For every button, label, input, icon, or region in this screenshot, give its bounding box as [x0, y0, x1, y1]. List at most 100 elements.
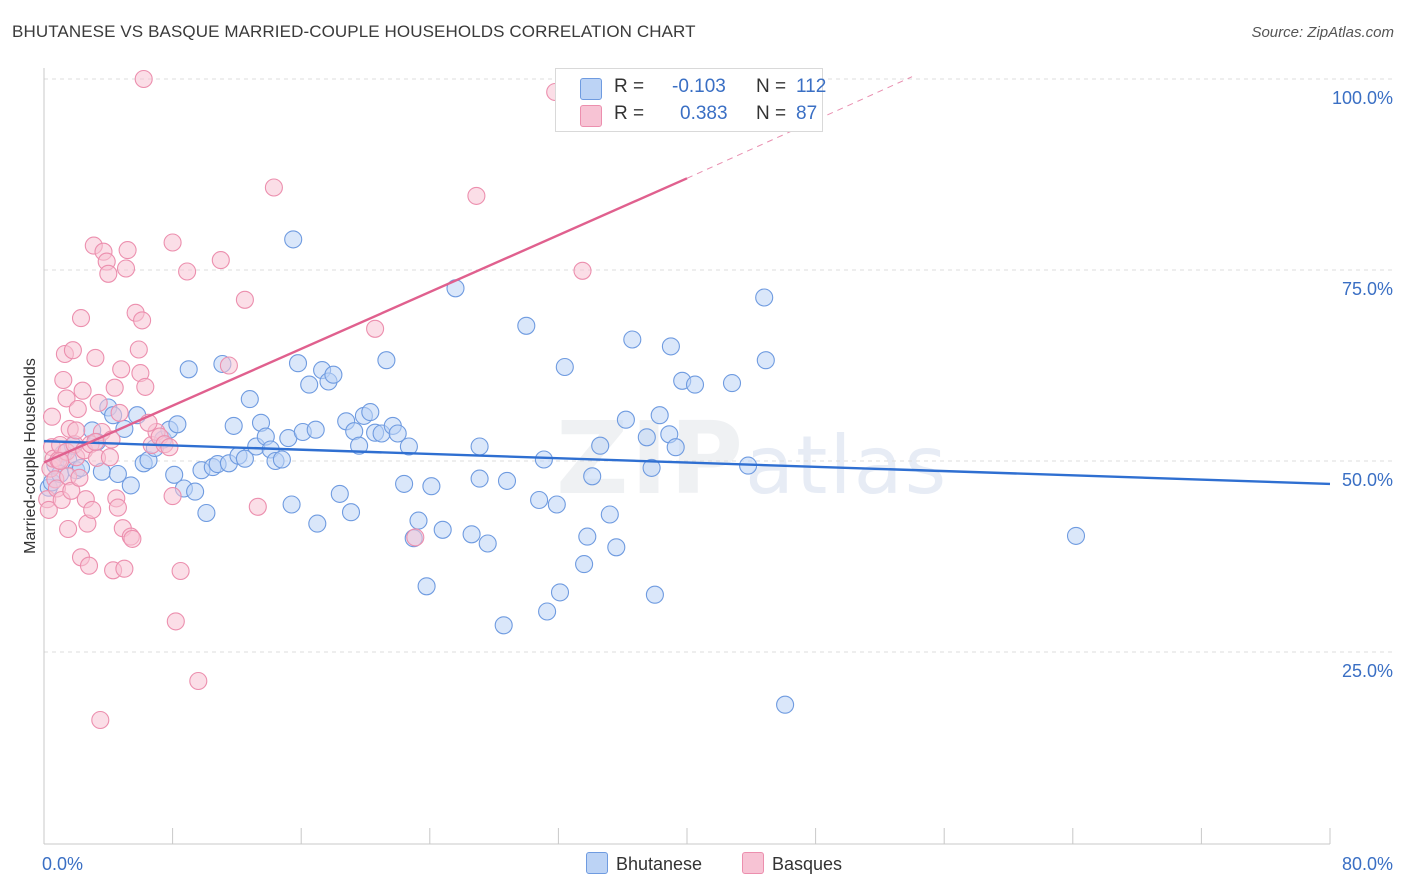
data-point	[108, 464, 127, 484]
data-point	[409, 511, 428, 530]
data-point	[399, 437, 418, 456]
data-point	[616, 410, 635, 429]
legend-r-value: 0.383	[680, 103, 728, 124]
data-point	[1066, 526, 1086, 545]
data-point	[406, 528, 425, 547]
legend-r-value: -0.103	[672, 76, 726, 97]
data-point	[306, 420, 325, 439]
bottom-legend-swatch-pink	[742, 852, 764, 874]
data-point	[134, 69, 153, 89]
data-point	[722, 374, 742, 393]
y-tick-labels: 25.0% 50.0% 75.0% 100.0%	[1332, 88, 1393, 681]
data-point	[417, 577, 436, 596]
legend-n-value: 87	[796, 103, 818, 124]
bhutanese-trend-line	[43, 439, 1331, 486]
data-point	[607, 538, 626, 557]
data-point	[361, 403, 380, 422]
data-point	[497, 471, 517, 490]
data-point	[341, 503, 361, 522]
data-point	[121, 476, 140, 495]
data-point	[666, 438, 685, 457]
data-point	[661, 337, 680, 356]
data-point	[470, 469, 489, 488]
data-point	[600, 505, 619, 524]
data-point	[248, 497, 267, 516]
legend-r-label: R =	[614, 103, 645, 124]
bottom-legend-label: Basques	[772, 854, 843, 874]
data-point	[324, 365, 343, 384]
data-point	[288, 354, 308, 373]
data-point	[171, 561, 190, 581]
legend: R = -0.103 N = 112 R = 0.383 N = 87	[555, 68, 826, 132]
legend-swatch-blue	[580, 78, 602, 100]
bottom-legend-swatch-blue	[586, 852, 608, 874]
data-point	[168, 415, 187, 434]
data-point	[105, 378, 124, 397]
data-point	[178, 262, 197, 281]
data-point	[650, 406, 669, 425]
data-point	[573, 261, 592, 280]
legend-swatch-pink	[580, 105, 602, 127]
bottom-legend-basques: Basques	[742, 852, 842, 875]
bhutanese-points	[39, 230, 1086, 714]
data-point	[550, 583, 570, 602]
data-point	[478, 534, 497, 553]
chart-title: BHUTANESE VS BASQUE MARRIED-COUPLE HOUSE…	[12, 22, 696, 41]
data-point	[83, 500, 102, 519]
grid-lines	[44, 78, 1393, 653]
legend-n-label: N =	[756, 103, 787, 124]
data-point	[112, 360, 131, 379]
data-point	[377, 351, 396, 370]
data-point	[467, 186, 486, 205]
x-ticks	[43, 828, 1331, 844]
data-point	[86, 348, 105, 367]
data-point	[755, 288, 774, 307]
data-point	[366, 319, 385, 338]
data-point	[282, 495, 301, 514]
data-point	[578, 527, 597, 546]
data-point	[118, 241, 137, 260]
data-point	[59, 519, 78, 539]
legend-n-label: N =	[756, 76, 787, 97]
data-point	[264, 178, 283, 197]
data-point	[547, 495, 566, 514]
data-point	[583, 467, 602, 486]
data-point	[166, 612, 185, 631]
data-point	[433, 520, 452, 539]
data-point	[645, 585, 664, 604]
data-point	[160, 438, 179, 457]
data-point	[517, 316, 536, 335]
bottom-legend-label: Bhutanese	[616, 854, 703, 874]
data-point	[165, 465, 184, 484]
data-point	[284, 230, 303, 249]
data-point	[300, 375, 319, 394]
data-point	[235, 290, 254, 309]
data-point	[224, 416, 243, 435]
data-point	[776, 695, 795, 714]
basques-trend-line	[43, 177, 688, 464]
data-point	[494, 616, 513, 635]
x-tick-label-max: 80.0%	[1342, 854, 1393, 874]
data-point	[308, 514, 327, 533]
data-point	[123, 529, 142, 548]
x-tick-label-min: 0.0%	[42, 854, 83, 874]
y-tick-label: 50.0%	[1342, 470, 1393, 490]
data-point	[116, 259, 136, 278]
data-point	[133, 311, 152, 330]
data-point	[91, 710, 110, 730]
data-point	[388, 424, 407, 443]
data-point	[129, 340, 148, 359]
data-point	[62, 481, 81, 500]
data-point	[163, 233, 182, 252]
data-point	[186, 482, 205, 501]
data-point	[100, 448, 119, 467]
data-point	[63, 341, 82, 360]
data-point	[219, 356, 238, 375]
data-point	[538, 602, 557, 621]
basques-points	[38, 69, 592, 730]
data-point	[575, 555, 594, 574]
data-point	[71, 309, 91, 328]
data-point	[591, 436, 610, 455]
data-point	[39, 500, 58, 519]
